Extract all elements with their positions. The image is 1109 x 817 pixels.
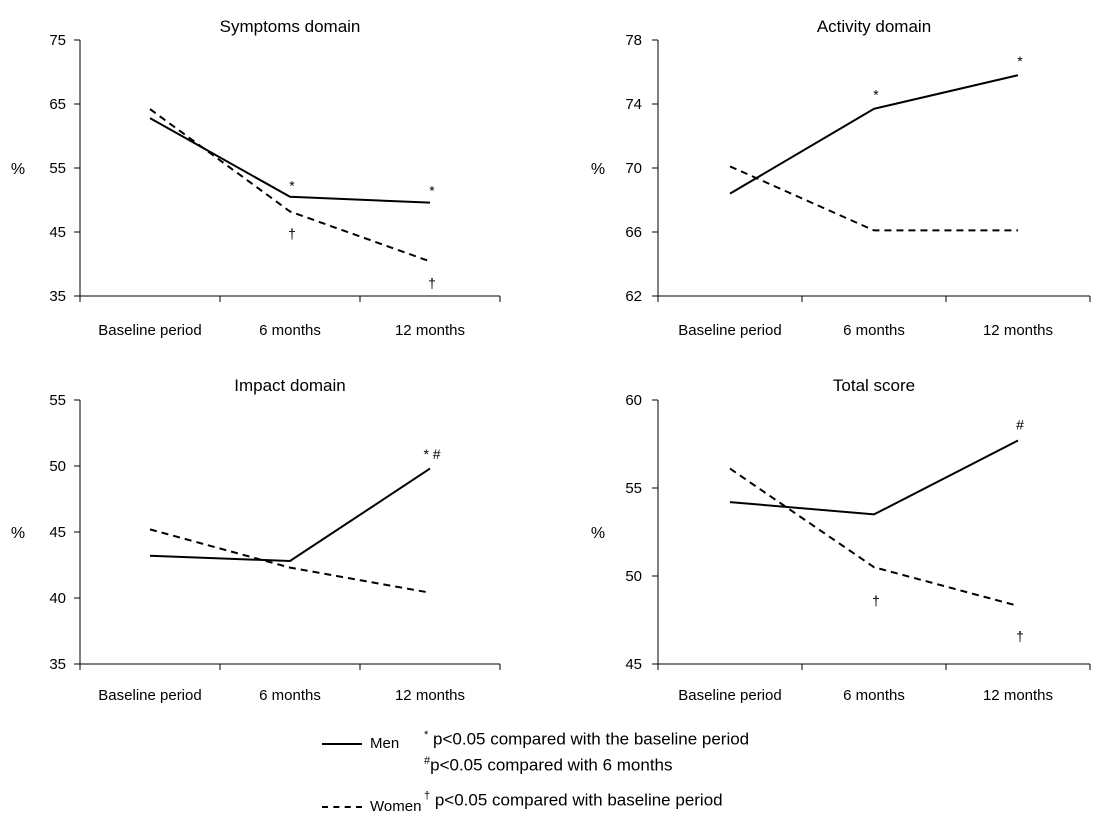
- y-tick-label: 74: [625, 96, 642, 113]
- y-tick-label: 40: [49, 590, 66, 607]
- significance-marker: *: [289, 177, 295, 193]
- x-tick-label: Baseline period: [98, 687, 201, 704]
- y-tick-label: 70: [625, 160, 642, 177]
- series-line-men: [729, 74, 1019, 195]
- y-axis-label: %: [591, 161, 605, 178]
- chart-title: Impact domain: [234, 376, 346, 395]
- x-tick-label: 6 months: [259, 687, 321, 704]
- series-line-women: [149, 108, 431, 263]
- chart-symptoms-domain: Symptoms domain 35 45 55 65 75 Baseline period…: [11, 17, 501, 339]
- x-tick-label: 6 months: [843, 687, 905, 704]
- significance-marker: *: [873, 86, 879, 102]
- y-tick-label: 55: [49, 160, 66, 177]
- y-tick-label: 45: [625, 656, 642, 673]
- y-tick-label: 35: [49, 288, 66, 305]
- significance-marker: *: [429, 182, 435, 198]
- series-line-women: [729, 165, 1018, 232]
- significance-marker: #: [1016, 417, 1024, 433]
- x-tick-label: Baseline period: [678, 687, 781, 704]
- x-tick-label: 12 months: [395, 687, 465, 704]
- significance-marker: †: [288, 225, 296, 241]
- chart-title: Total score: [833, 376, 915, 395]
- significance-marker: * #: [423, 446, 440, 462]
- y-tick-label: 50: [49, 458, 66, 475]
- significance-marker: *: [1017, 53, 1023, 69]
- y-axis-label: %: [11, 525, 25, 542]
- x-tick-label: 12 months: [395, 322, 465, 339]
- x-tick-label: 6 months: [259, 322, 321, 339]
- series-line-women: [149, 528, 431, 594]
- x-tick-label: Baseline period: [98, 322, 201, 339]
- chart-impact-domain: Impact domain 35 40 45 50 55 Baseline period 6 …: [11, 376, 501, 704]
- x-tick-label: Baseline period: [678, 322, 781, 339]
- series-line-men: [149, 467, 431, 563]
- significance-marker: †: [1016, 628, 1024, 644]
- x-tick-label: 12 months: [983, 322, 1053, 339]
- y-tick-label: 66: [625, 224, 642, 241]
- y-tick-label: 78: [625, 32, 642, 49]
- significance-marker: †: [872, 593, 880, 609]
- x-tick-label: 12 months: [983, 687, 1053, 704]
- y-tick-label: 65: [49, 96, 66, 113]
- y-tick-label: 50: [625, 568, 642, 585]
- series-line-women: [729, 467, 1019, 607]
- y-tick-label: 55: [49, 392, 66, 409]
- chart-total-score: Total score 45 50 55 60 Baseline period 6 mont…: [591, 376, 1091, 704]
- series-line-men: [149, 117, 431, 204]
- y-axis-label: %: [591, 525, 605, 542]
- y-tick-label: 35: [49, 656, 66, 673]
- y-tick-label: 45: [49, 524, 66, 541]
- y-tick-label: 75: [49, 32, 66, 49]
- series-line-men: [729, 439, 1019, 516]
- y-tick-label: 62: [625, 288, 642, 305]
- y-tick-label: 55: [625, 480, 642, 497]
- x-tick-label: 6 months: [843, 322, 905, 339]
- chart-title: Symptoms domain: [220, 17, 361, 36]
- significance-marker: †: [428, 275, 436, 291]
- y-axis-label: %: [11, 161, 25, 178]
- chart-activity-domain: Activity domain 62 66 70 74 78 Baseline period…: [591, 17, 1091, 339]
- chart-title: Activity domain: [817, 17, 931, 36]
- y-tick-label: 45: [49, 224, 66, 241]
- y-tick-label: 60: [625, 392, 642, 409]
